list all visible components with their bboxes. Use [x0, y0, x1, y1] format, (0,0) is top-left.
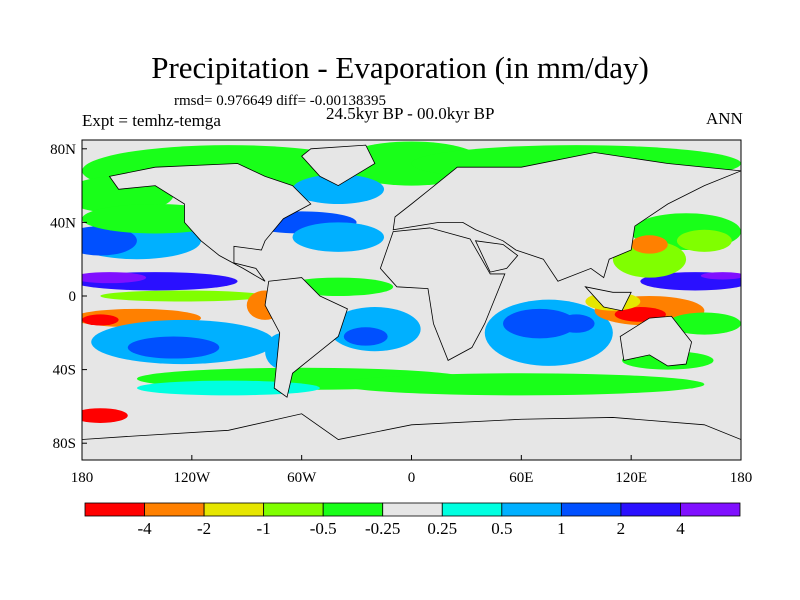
axes: 180 120W 60W 0 60E 120E 180 80N 40N 0 40S 80S — [50, 142, 752, 486]
field-region — [136, 380, 320, 396]
field-region — [557, 314, 595, 333]
colorbar-box — [560, 502, 622, 517]
field-region — [338, 373, 705, 396]
colorbar-label: 1 — [557, 519, 566, 538]
field-region — [82, 226, 137, 256]
y-tick-label: 80N — [50, 142, 76, 158]
field-region — [667, 312, 741, 335]
continent-africa — [379, 227, 506, 361]
colorbar-box — [620, 502, 681, 517]
x-tick-label: 120E — [615, 470, 647, 486]
y-tick-label: 40S — [53, 363, 76, 379]
field-region — [631, 235, 668, 254]
x-tick-label: 180 — [71, 470, 94, 486]
continent-australia — [619, 315, 693, 367]
field-region — [700, 272, 741, 280]
field-region — [292, 174, 385, 204]
colorbar-box — [203, 502, 265, 517]
continent-north-america — [108, 163, 312, 282]
continent-antarctica — [82, 413, 741, 460]
field-region — [82, 314, 119, 326]
field-region — [676, 229, 732, 252]
colorbar-label: -4 — [137, 519, 152, 538]
field-region — [292, 222, 385, 252]
colorbar-label: -0.5 — [310, 519, 337, 538]
field-region — [503, 308, 577, 339]
colorbar-label: -0.25 — [365, 519, 400, 538]
season-label: ANN — [706, 109, 743, 128]
continent-eurasia — [392, 152, 741, 282]
colorbar-box — [680, 502, 741, 517]
colorbar-box — [263, 502, 324, 517]
continent-south-america — [264, 277, 348, 398]
y-tick-label: 80S — [53, 436, 76, 452]
colorbar-box — [84, 502, 145, 517]
x-tick-label: 180 — [730, 470, 753, 486]
colorbar-box — [322, 502, 384, 517]
colorbar-label: 0.5 — [491, 519, 512, 538]
x-tick-label: 60W — [287, 470, 317, 486]
y-tick-label: 40N — [50, 215, 76, 231]
colorbar-label: -1 — [257, 519, 271, 538]
experiment-label: Expt = temhz-temga — [82, 111, 221, 130]
colorbar-box — [441, 502, 503, 517]
field-region — [82, 408, 128, 423]
x-tick-label: 60E — [509, 470, 533, 486]
stats-label: rmsd= 0.976649 diff= -0.00138395 — [174, 93, 387, 109]
continent-indonesia — [584, 286, 632, 312]
colorbar-label: -2 — [197, 519, 211, 538]
colorbar-label: 2 — [617, 519, 626, 538]
colorbar-label: 4 — [676, 519, 685, 538]
coastlines — [82, 144, 741, 460]
period-label: 24.5kyr BP - 00.0kyr BP — [326, 104, 495, 123]
x-tick-label: 120W — [173, 470, 211, 486]
colorbar-box — [501, 502, 562, 517]
colorbar-box — [144, 502, 205, 517]
field-region — [343, 327, 388, 346]
colorbar: -4 -2 -1 -0.5 -0.25 0.25 0.5 1 2 4 — [84, 502, 741, 538]
field-region — [127, 336, 220, 359]
x-tick-label: 0 — [408, 470, 416, 486]
y-tick-label: 0 — [69, 289, 77, 305]
continent-greenland — [301, 144, 376, 187]
field-region — [100, 290, 266, 302]
field-region — [82, 272, 147, 284]
colorbar-box — [382, 502, 443, 517]
chart-title: Precipitation - Evaporation (in mm/day) — [151, 50, 649, 85]
continent-arabia — [474, 240, 519, 273]
colorbar-label: 0.25 — [427, 519, 457, 538]
